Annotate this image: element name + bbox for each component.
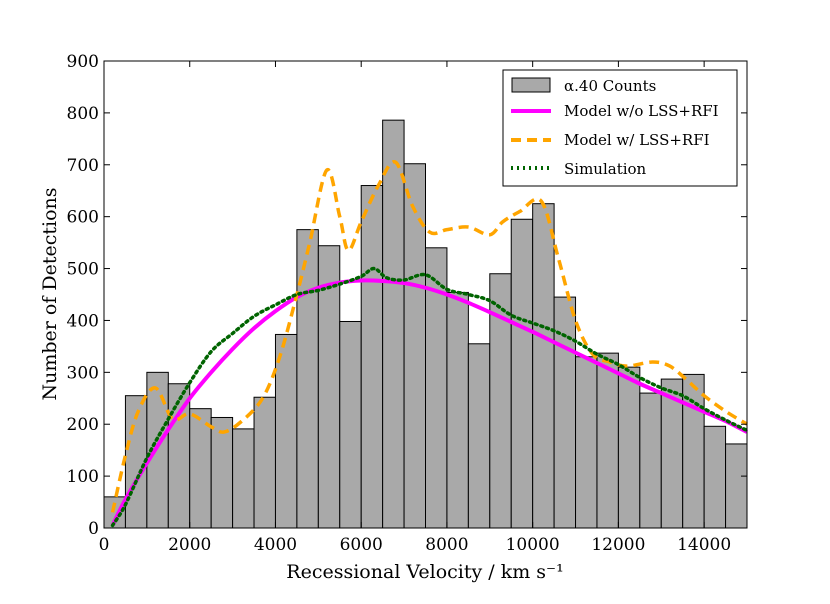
histogram-bar xyxy=(253,396,276,529)
histogram-bar xyxy=(532,203,555,529)
legend-label-histogram: α.40 Counts xyxy=(564,77,656,95)
legend: α.40 Counts Model w/o LSS+RFI Model w/ L… xyxy=(502,69,738,187)
y-tick-label: 500 xyxy=(67,260,99,280)
legend-label-model-with: Model w/ LSS+RFI xyxy=(564,131,710,149)
y-tick-label: 800 xyxy=(67,104,99,124)
histogram-bar xyxy=(617,366,641,529)
histogram-bar xyxy=(639,392,662,529)
y-tick-label: 600 xyxy=(67,208,99,228)
y-tick-label: 400 xyxy=(67,311,99,331)
histogram-bar xyxy=(703,425,727,529)
model-curves xyxy=(110,160,749,528)
x-tick-label: 0 xyxy=(99,535,110,555)
histogram-bar xyxy=(596,352,619,529)
histogram-bar xyxy=(296,229,319,529)
histogram-bar xyxy=(339,320,362,529)
histogram-bar xyxy=(210,416,234,529)
y-tick-label: 900 xyxy=(67,52,99,72)
y-axis-ticks: 0 100 200 300 400 500 600 700 800 900 xyxy=(67,52,747,539)
x-tick-label: 4000 xyxy=(254,535,297,555)
x-axis-label: Recessional Velocity / km s⁻¹ xyxy=(286,561,563,583)
series-line-0 xyxy=(110,278,748,527)
legend-label-model-without: Model w/o LSS+RFI xyxy=(564,102,719,120)
x-axis-ticks: 0 2000 4000 6000 8000 10000 12000 14000 xyxy=(99,61,731,555)
y-tick-label: 0 xyxy=(88,519,99,539)
histogram-bar xyxy=(575,356,598,529)
histogram-bar xyxy=(360,185,384,529)
histogram-bar xyxy=(403,163,427,529)
histogram-bar xyxy=(446,291,469,529)
histogram-bar xyxy=(510,218,534,529)
x-tick-label: 2000 xyxy=(168,535,211,555)
legend-label-simulation: Simulation xyxy=(564,160,647,178)
histogram-bar xyxy=(467,343,491,529)
x-tick-label: 6000 xyxy=(340,535,383,555)
y-tick-label: 700 xyxy=(67,156,99,176)
x-tick-label: 12000 xyxy=(591,535,645,555)
legend-swatch-histogram xyxy=(511,77,551,93)
histogram-bar xyxy=(382,119,405,529)
x-tick-label: 8000 xyxy=(425,535,468,555)
y-tick-label: 300 xyxy=(67,363,99,383)
histogram-bar xyxy=(725,443,748,529)
x-tick-label: 14000 xyxy=(677,535,731,555)
x-tick-label: 10000 xyxy=(506,535,560,555)
y-axis-label: Number of Detections xyxy=(39,187,61,400)
histogram-bar xyxy=(232,428,255,529)
histogram-bar xyxy=(274,333,298,529)
plot-area-frame xyxy=(103,60,748,529)
y-tick-label: 200 xyxy=(67,415,99,435)
series-line-2 xyxy=(110,266,749,528)
y-tick-label: 100 xyxy=(67,467,99,487)
